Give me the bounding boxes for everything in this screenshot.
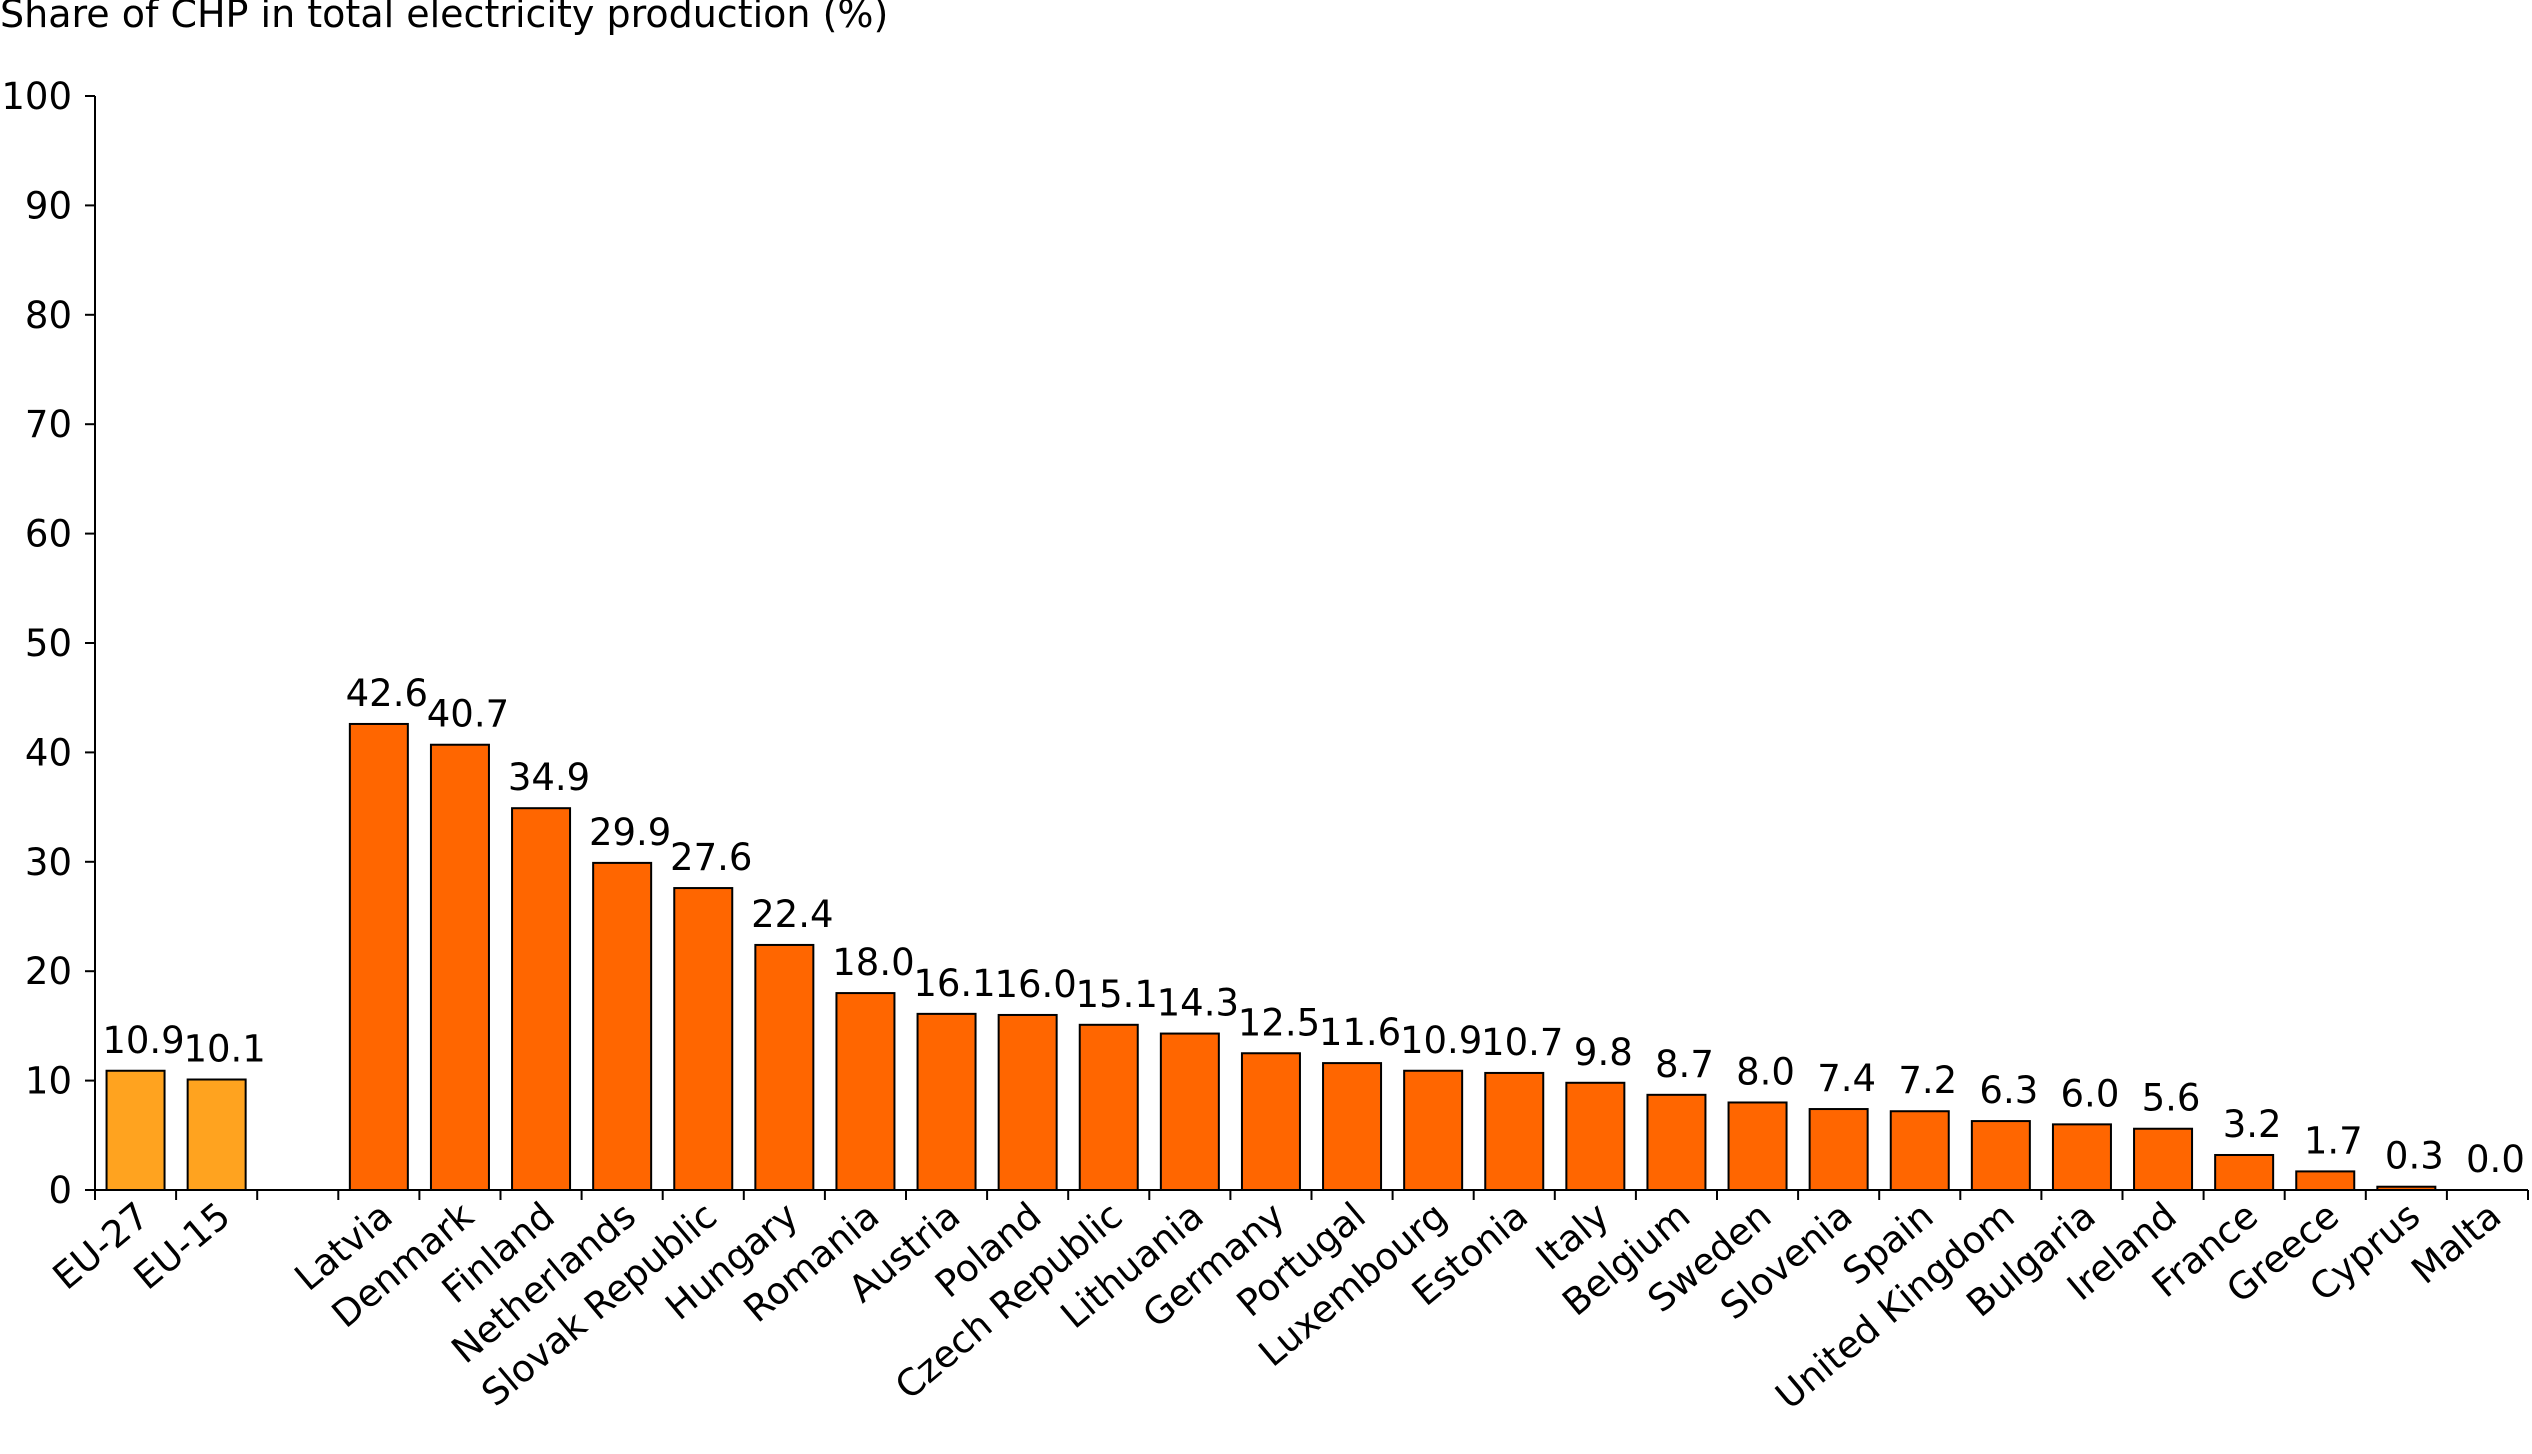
y-tick-label: 80 (25, 294, 72, 337)
data-label: 7.2 (1898, 1059, 1957, 1102)
data-label: 6.3 (1979, 1069, 2038, 1112)
chart-title: Share of CHP in total electricity produc… (0, 0, 889, 36)
bar-romania (835, 992, 896, 1192)
data-label: 8.7 (1655, 1043, 1714, 1086)
bar-spain (1889, 1110, 1950, 1192)
bar-hungary (754, 943, 815, 1191)
data-label: 27.6 (670, 836, 752, 879)
data-label: 10.1 (183, 1028, 265, 1071)
data-label: 16.1 (913, 962, 995, 1005)
data-label: 8.0 (1736, 1050, 1795, 1093)
bar-italy (1565, 1081, 1626, 1191)
data-label: 16.0 (994, 963, 1076, 1006)
data-label: 0.0 (2466, 1138, 2525, 1181)
y-tick-label: 20 (25, 950, 72, 993)
bar-portugal (1322, 1062, 1383, 1191)
bar-latvia (348, 722, 409, 1191)
bar-slovak-republic (673, 887, 734, 1192)
bar-estonia (1484, 1071, 1545, 1192)
bars (105, 722, 2437, 1192)
data-label: 18.0 (832, 941, 914, 984)
bar-lithuania (1159, 1032, 1220, 1191)
data-label: 5.6 (2142, 1077, 2201, 1120)
bar-greece (2295, 1170, 2356, 1191)
data-label: 34.9 (508, 756, 590, 799)
bar-germany (1240, 1052, 1301, 1191)
data-label: 6.0 (2061, 1072, 2120, 1115)
data-label: 22.4 (751, 893, 833, 936)
bar-denmark (429, 743, 490, 1191)
data-label: 11.6 (1319, 1011, 1401, 1054)
y-tick-label: 70 (25, 403, 72, 446)
y-tick-label: 0 (48, 1169, 72, 1212)
bar-poland (997, 1013, 1058, 1192)
y-tick-label: 10 (25, 1060, 72, 1103)
data-label: 15.1 (1076, 973, 1158, 1016)
data-labels: 10.910.142.640.734.929.927.622.418.016.1… (102, 672, 2525, 1181)
bar-slovenia (1808, 1108, 1869, 1191)
y-tick-label: 60 (25, 513, 72, 556)
data-label: 0.3 (2385, 1135, 2444, 1178)
data-label: 29.9 (589, 811, 671, 854)
data-label: 3.2 (2223, 1103, 2282, 1146)
data-label: 12.5 (1238, 1001, 1320, 1044)
data-label: 9.8 (1574, 1031, 1633, 1074)
y-tick-label: 100 (1, 75, 72, 118)
bar-france (2214, 1153, 2275, 1191)
y-tick-label: 90 (25, 184, 72, 227)
bar-bulgaria (2051, 1123, 2112, 1191)
y-axis: 0 10 20 30 40 50 60 70 80 90 100 (1, 75, 96, 1212)
bar-eu-27 (105, 1069, 166, 1192)
data-label: 10.9 (1400, 1019, 1482, 1062)
bar-luxembourg (1403, 1069, 1464, 1192)
data-label: 42.6 (346, 672, 428, 715)
data-label: 10.7 (1481, 1021, 1563, 1064)
data-label: 40.7 (427, 693, 509, 736)
bar-sweden (1727, 1101, 1788, 1191)
bar-eu-15 (186, 1078, 247, 1191)
bar-czech-republic (1078, 1023, 1139, 1192)
bar-finland (511, 807, 572, 1191)
bar-austria (916, 1012, 977, 1192)
data-label: 1.7 (2304, 1119, 2363, 1162)
y-tick-label: 50 (25, 622, 72, 665)
y-tick-label: 30 (25, 841, 72, 884)
bar-united-kingdom (1970, 1120, 2031, 1191)
bar-ireland (2133, 1127, 2194, 1191)
data-label: 10.9 (102, 1019, 184, 1062)
x-category-label: Malta (2403, 1194, 2509, 1293)
data-label: 14.3 (1157, 982, 1239, 1025)
y-tick-label: 40 (25, 731, 72, 774)
bar-netherlands (592, 861, 653, 1191)
data-label: 7.4 (1817, 1057, 1876, 1100)
bar-belgium (1646, 1093, 1707, 1192)
